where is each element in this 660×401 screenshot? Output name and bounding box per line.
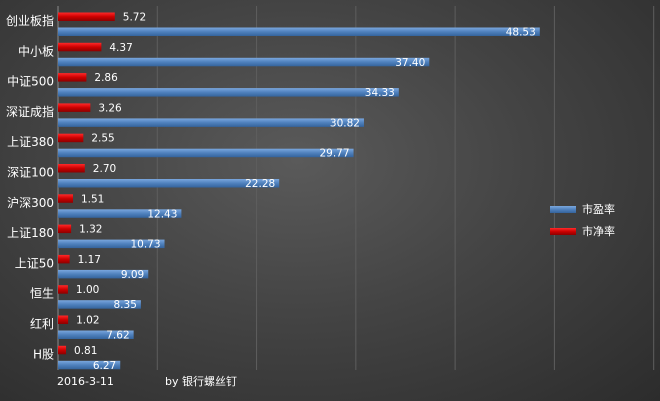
value-label-pb: 1.17 (78, 254, 101, 266)
value-label-pe: 8.35 (114, 299, 137, 311)
value-label-pe: 12.43 (147, 208, 177, 220)
value-label-pe: 9.09 (121, 269, 144, 281)
category-label: 上证50 (15, 256, 54, 270)
bar-pb (58, 42, 102, 52)
value-label-pb: 2.55 (91, 133, 114, 145)
bar-pb (58, 345, 67, 355)
bar-pe (58, 300, 141, 309)
value-label-pe: 48.53 (506, 27, 536, 39)
bar-pe (58, 330, 134, 339)
category-label: 恒生 (30, 287, 54, 301)
category-label: H股 (33, 347, 54, 361)
legend-label: 市盈率 (582, 202, 615, 216)
value-label-pe: 22.28 (245, 178, 275, 190)
bar-pb (58, 285, 68, 294)
value-label-pe: 37.40 (395, 57, 425, 69)
bar-pe (58, 27, 540, 36)
bar-pb (58, 164, 85, 173)
value-label-pb: 5.72 (123, 12, 146, 24)
legend-swatch (550, 228, 576, 235)
bar-pe (58, 88, 399, 97)
value-label-pe: 30.82 (330, 117, 360, 129)
category-label: 沪深300 (7, 196, 54, 210)
category-label: 红利 (30, 316, 54, 331)
bar-pe (58, 57, 430, 67)
legend-swatch (550, 206, 576, 213)
value-label-pb: 2.70 (93, 163, 116, 175)
value-label-pb: 1.32 (79, 224, 102, 236)
bar-pe (58, 179, 280, 188)
bar-pb (58, 224, 72, 234)
value-label-pe: 29.77 (319, 148, 349, 160)
value-label-pb: 1.02 (76, 315, 99, 327)
category-label: 创业板指 (6, 13, 54, 28)
bar-pe (58, 209, 182, 218)
bar-pb (58, 73, 87, 82)
value-label-pb: 3.26 (98, 102, 122, 114)
bar-pb (58, 254, 70, 264)
category-label: 中证500 (7, 74, 54, 89)
date-label: 2016-3-11 (57, 375, 114, 388)
bar-pe (58, 148, 354, 158)
value-label-pb: 0.81 (74, 345, 97, 357)
value-label-pb: 1.51 (81, 193, 104, 205)
bar-pb (58, 103, 91, 112)
bar-pb (58, 194, 73, 203)
category-label: 深证100 (7, 166, 54, 180)
category-label: 上证180 (7, 226, 54, 240)
bar-pb (58, 315, 69, 324)
value-label-pe: 6.27 (93, 360, 116, 372)
bar-pe (58, 269, 149, 279)
bar-pe (58, 118, 364, 127)
value-label-pe: 34.33 (365, 87, 395, 99)
bar-pb (58, 133, 84, 143)
bar-pb (58, 12, 115, 21)
legend-label: 市净率 (582, 224, 615, 238)
value-label-pb: 1.00 (76, 284, 99, 296)
bar-pe (58, 239, 165, 249)
value-label-pb: 4.37 (109, 42, 132, 54)
category-label: 深证成指 (6, 104, 54, 119)
category-label: 上证380 (7, 135, 54, 149)
bar-pe (58, 360, 121, 370)
value-label-pe: 10.73 (130, 239, 160, 251)
category-label: 中小板 (18, 43, 54, 58)
credit-label: by 银行螺丝钉 (165, 374, 237, 388)
value-label-pe: 7.62 (106, 330, 129, 342)
value-label-pb: 2.86 (94, 72, 118, 84)
